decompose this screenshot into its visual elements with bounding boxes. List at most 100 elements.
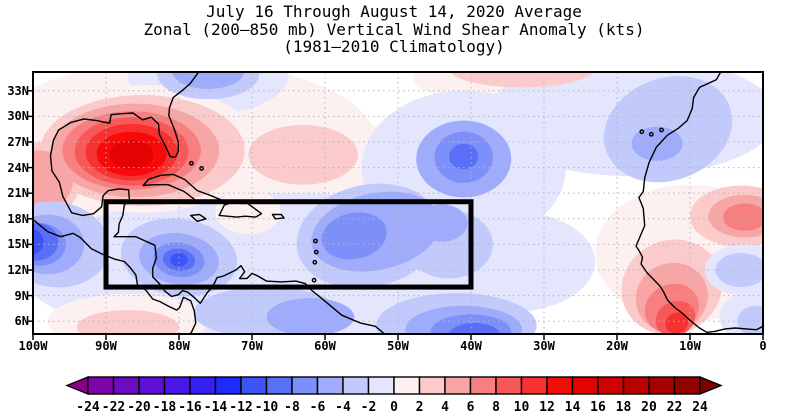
colorbar-label: -4	[335, 400, 351, 415]
colorbar-label: 14	[565, 400, 581, 415]
anomaly-blob	[665, 312, 689, 334]
colorbar-label: -16	[178, 400, 202, 415]
colorbar-cell	[597, 376, 625, 395]
colorbar-svg: -24 -22 -20 -18 -16 -14 -12 -10 -8 -6 -4 -2 0 2 4 6 8 10 1…	[65, 375, 723, 415]
colorbar-cell	[163, 376, 191, 395]
y-axis-label: 9N	[14, 288, 29, 303]
colorbar-label: 22	[667, 400, 683, 415]
anomaly-blob	[449, 143, 479, 170]
islet	[312, 259, 318, 265]
colorbar-arrow-left	[65, 375, 89, 396]
colorbar-cell	[418, 376, 446, 395]
colorbar-label: -14	[204, 400, 228, 415]
colorbar-label: 20	[641, 400, 657, 415]
coastline	[635, 72, 763, 333]
colorbar-cell	[673, 376, 701, 395]
islet	[639, 129, 645, 135]
colorbar-cell	[316, 376, 344, 395]
coastline	[189, 213, 207, 223]
islet	[648, 131, 654, 137]
anomaly-blob	[737, 305, 763, 334]
islet	[188, 160, 194, 166]
anomaly-blob	[631, 126, 683, 161]
chart-title: July 16 Through August 14, 2020 Average …	[0, 3, 788, 56]
x-axis-label: 70W	[241, 339, 263, 353]
x-axis-label: 50W	[387, 339, 409, 353]
x-axis-label: 40W	[460, 339, 482, 353]
colorbar-cell	[367, 376, 395, 395]
colorbar-cell	[112, 376, 140, 395]
colorbar-cell	[520, 376, 548, 395]
colorbar-label: -12	[229, 400, 252, 415]
colorbar-label: 2	[416, 400, 424, 415]
colorbar-cell	[189, 376, 217, 395]
colorbar-cell	[291, 376, 319, 395]
anomaly-blob	[171, 72, 245, 90]
anomaly-blob	[109, 140, 154, 170]
colorbar-arrow-right	[699, 375, 723, 396]
colorbar-cell	[622, 376, 650, 395]
anomaly-blob	[321, 212, 387, 260]
colorbar-label: 6	[467, 400, 475, 415]
colorbar-label: -8	[284, 400, 300, 415]
colorbar-cell	[648, 376, 676, 395]
title-line-2: Zonal (200–850 mb) Vertical Wind Shear A…	[143, 19, 645, 39]
colorbar-label: 24	[692, 400, 708, 415]
y-axis-label: 15N	[7, 237, 29, 252]
colorbar-cell	[444, 376, 472, 395]
colorbar-cell	[571, 376, 599, 395]
x-axis-label: 20W	[606, 339, 628, 353]
anomaly-blob	[76, 310, 179, 334]
colorbar-cell	[469, 376, 497, 395]
x-axis-label: 10W	[679, 339, 701, 353]
colorbar-label: 18	[616, 400, 632, 415]
x-axis-label: 30W	[533, 339, 555, 353]
colorbar-label: -24	[76, 400, 100, 415]
colorbar-label: -10	[255, 400, 279, 415]
colorbar-label: -20	[127, 400, 151, 415]
islet	[199, 166, 205, 171]
coastline	[271, 213, 285, 220]
colorbar-cell	[342, 376, 370, 395]
anomaly-blob	[449, 323, 501, 334]
x-axis-label: 90W	[95, 339, 117, 353]
anomaly-blob	[33, 229, 44, 255]
colorbar-cell	[495, 376, 523, 395]
colorbar-label: 12	[539, 400, 555, 415]
islet	[311, 277, 317, 283]
y-axis-label: 27N	[7, 134, 29, 149]
colorbar-cell	[265, 376, 293, 395]
islet	[313, 238, 318, 244]
colorbar-label: -18	[153, 400, 177, 415]
anomaly-blob	[722, 203, 763, 231]
y-axis-label: 30N	[7, 109, 29, 124]
map-plot	[27, 71, 764, 340]
anomaly-blob	[215, 189, 282, 235]
colorbar-cell	[546, 376, 574, 395]
y-axis-label: 33N	[7, 83, 29, 98]
x-axis-label: 100W	[18, 339, 48, 353]
colorbar-cell	[138, 376, 166, 395]
y-axis-label: 21N	[7, 186, 29, 201]
islet	[659, 127, 664, 133]
y-axis-label: 6N	[14, 314, 29, 329]
colorbar-label: -2	[361, 400, 377, 415]
colorbar-label: -6	[310, 400, 326, 415]
colorbar-label: -22	[102, 400, 125, 415]
y-axis-label: 18N	[7, 211, 29, 226]
islet	[313, 249, 319, 255]
mdr-box	[103, 199, 474, 290]
colorbar-cell	[393, 376, 421, 395]
colorbar-label: 16	[590, 400, 606, 415]
y-axis-label: 12N	[7, 262, 29, 277]
colorbar-label: 4	[441, 400, 449, 415]
colorbar-cell	[214, 376, 242, 395]
y-axis-label: 24N	[7, 160, 29, 175]
x-axis-label: 60W	[314, 339, 336, 353]
title-line-3: (1981–2010 Climatology)	[283, 37, 505, 56]
colorbar-cell	[87, 376, 115, 395]
x-axis-label: 80W	[168, 339, 190, 353]
anomaly-blob	[170, 253, 188, 267]
coastline	[49, 72, 386, 334]
